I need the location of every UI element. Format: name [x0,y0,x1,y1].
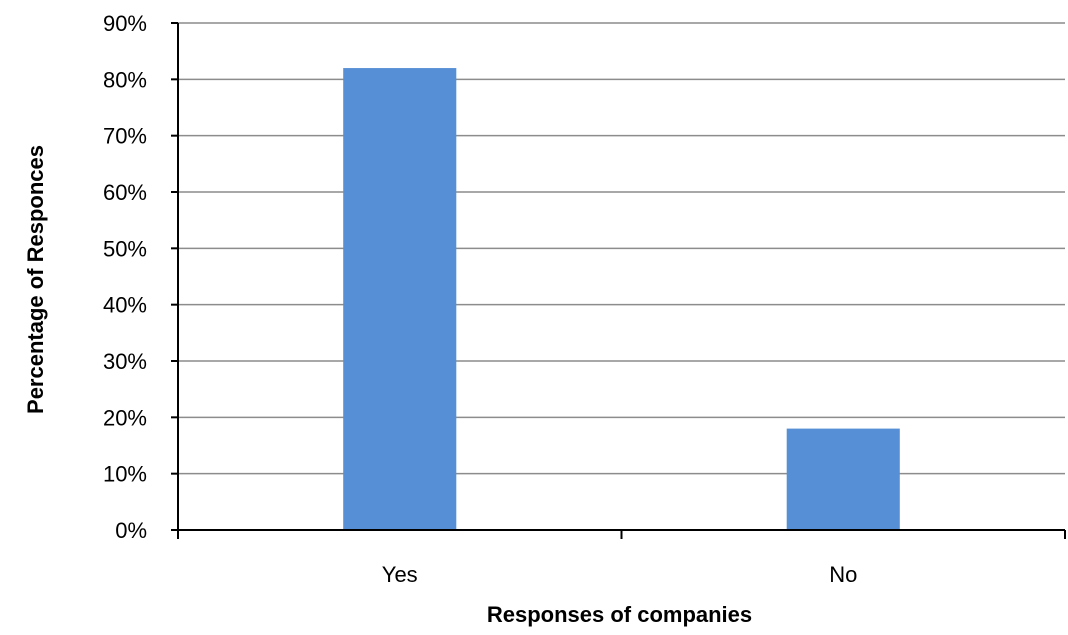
bars [343,68,900,531]
y-tick-label: 50% [103,236,147,261]
y-tick-label: 0% [115,518,147,543]
x-tick-label: Yes [382,562,418,587]
y-tick-label: 40% [103,293,147,318]
y-tick-label: 90% [103,11,147,36]
y-tick-label: 10% [103,462,147,487]
y-tick-label: 20% [103,405,147,430]
gridlines [178,22,1065,475]
y-tick-label: 30% [103,349,147,374]
axes [171,22,1066,539]
x-axis-title: Responses of companies [487,602,752,627]
y-tick-label: 70% [103,124,147,149]
bar-yes [343,68,457,531]
x-tick-label: No [829,562,857,587]
bar-no [786,428,900,530]
y-axis-title: Percentage of Responces [23,145,48,414]
y-tick-label: 80% [103,67,147,92]
y-tick-label: 60% [103,180,147,205]
tick-labels: 0% 10% 20% 30% 40% 50% 60% 70% 80% 90% Yes No [103,11,857,587]
